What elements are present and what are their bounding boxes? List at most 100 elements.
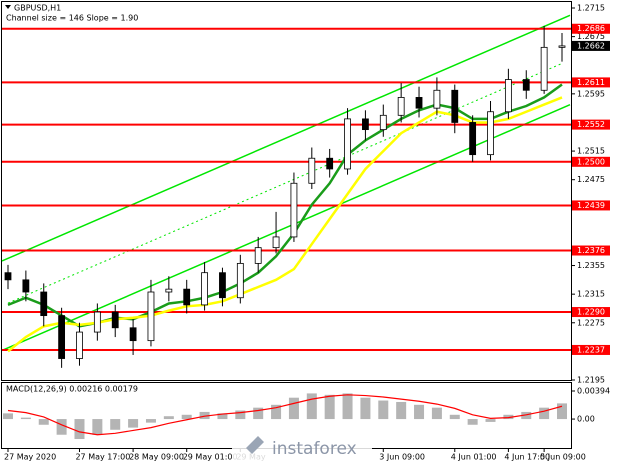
level-label-box xyxy=(572,23,610,34)
candle-body xyxy=(469,122,477,156)
macd-signal xyxy=(7,394,563,436)
macd-y-tick-label: 0.00 xyxy=(577,415,595,424)
candle-body xyxy=(76,331,83,359)
macd-bar xyxy=(3,413,13,420)
macd-bar xyxy=(56,419,67,435)
candle-body xyxy=(58,315,66,359)
y-tick-label: 1.2355 xyxy=(577,261,605,270)
level-label-box xyxy=(572,344,610,355)
candle-body xyxy=(415,97,423,109)
macd-bar xyxy=(431,407,442,420)
macd-bar xyxy=(557,403,567,420)
macd-bar xyxy=(485,419,496,422)
candle-body xyxy=(147,291,155,342)
channel-middle xyxy=(7,62,563,304)
macd-bar xyxy=(181,414,192,420)
y-tick-label: 1.2715 xyxy=(577,4,605,13)
macd-bar xyxy=(253,407,264,420)
level-label-box xyxy=(572,200,610,211)
macd-bar xyxy=(521,411,532,420)
candle-body xyxy=(93,311,101,333)
last-price-label: 1.2662 xyxy=(577,41,605,50)
y-tick-label: 1.2475 xyxy=(577,175,605,184)
price-frame xyxy=(1,1,572,381)
x-tick-label: 3 Jun 09:00 xyxy=(379,453,425,462)
level-label-box xyxy=(572,156,610,167)
candle-body xyxy=(504,79,512,113)
macd-bar xyxy=(449,414,460,420)
y-tick-label: 1.2275 xyxy=(577,318,605,327)
x-tick-label: 5 Jun 09:00 xyxy=(540,453,586,462)
x-tick-label: 28 May 09:00 xyxy=(129,453,184,462)
candle-body xyxy=(129,327,137,342)
macd-bar xyxy=(128,419,139,428)
y-tick-label: 1.2315 xyxy=(577,290,605,299)
macd-bar xyxy=(145,419,156,423)
last-price-box xyxy=(572,40,610,51)
candle-body xyxy=(433,89,441,109)
macd-bar xyxy=(342,393,353,420)
level-label-box xyxy=(572,119,610,130)
candle-body xyxy=(397,97,405,116)
level-label-box xyxy=(572,245,610,256)
macd-bar xyxy=(306,393,317,420)
chart-title: GBPUSD,H1 xyxy=(14,4,61,13)
macd-bar xyxy=(396,401,407,420)
candle-body xyxy=(183,288,191,306)
candle-body xyxy=(111,311,119,329)
macd-bar xyxy=(360,397,371,420)
candle-body xyxy=(540,46,548,91)
candle-body xyxy=(201,272,208,306)
candle-body xyxy=(451,89,459,123)
macd-bar xyxy=(324,394,335,420)
candle-body xyxy=(522,79,530,91)
level-label: 1.2290 xyxy=(577,308,605,317)
x-tick-label: 4 Jun 17:00 xyxy=(504,453,550,462)
candle-body xyxy=(4,272,12,281)
level-label: 1.2611 xyxy=(577,78,605,87)
candle-body xyxy=(326,157,334,170)
macd-bar xyxy=(288,397,299,420)
macd-bar xyxy=(199,411,210,420)
macd-title: MACD(12,26,9) 0.00216 0.00179 xyxy=(6,385,138,394)
level-label-box xyxy=(572,307,610,318)
y-tick-label: 1.2675 xyxy=(577,32,605,41)
level-label: 1.2500 xyxy=(577,157,605,166)
x-tick-label: 29 May 01:00 xyxy=(183,453,238,462)
macd-bar xyxy=(38,419,49,425)
macd-bar xyxy=(110,419,121,430)
candle-body xyxy=(362,118,369,131)
x-tick-label: 27 May 2020 xyxy=(4,453,56,462)
candle-body xyxy=(290,182,298,238)
level-label: 1.2237 xyxy=(577,345,605,354)
chart-subtitle: Channel size = 146 Slope = 1.90 xyxy=(6,14,138,23)
watermark: instaforex xyxy=(232,432,372,465)
macd-bar xyxy=(414,404,425,420)
macd-bar xyxy=(235,410,246,420)
macd-bar xyxy=(539,407,550,420)
watermark-text: instaforex xyxy=(272,439,357,459)
level-label: 1.2552 xyxy=(577,120,605,129)
macd-bar xyxy=(378,400,389,420)
level-label: 1.2376 xyxy=(577,246,605,255)
macd-bar xyxy=(20,417,31,420)
macd-bar xyxy=(467,419,478,425)
y-tick-label: 1.2195 xyxy=(577,376,605,385)
candle-body xyxy=(379,114,387,131)
candle-body xyxy=(487,111,494,156)
candle-body xyxy=(344,118,351,170)
candle-body xyxy=(219,272,226,299)
macd-bar xyxy=(271,404,282,420)
candle-body xyxy=(558,45,566,48)
channel-upper xyxy=(1,14,571,262)
macd-bar xyxy=(503,414,514,420)
candle-body xyxy=(308,157,316,184)
y-tick-label: 1.2595 xyxy=(577,89,605,98)
x-tick-label: 4 Jun 01:00 xyxy=(451,453,497,462)
y-tick-label: 1.2515 xyxy=(577,147,605,156)
candle-body xyxy=(40,291,48,317)
macd-bar xyxy=(163,416,174,420)
level-label: 1.2439 xyxy=(577,201,605,210)
